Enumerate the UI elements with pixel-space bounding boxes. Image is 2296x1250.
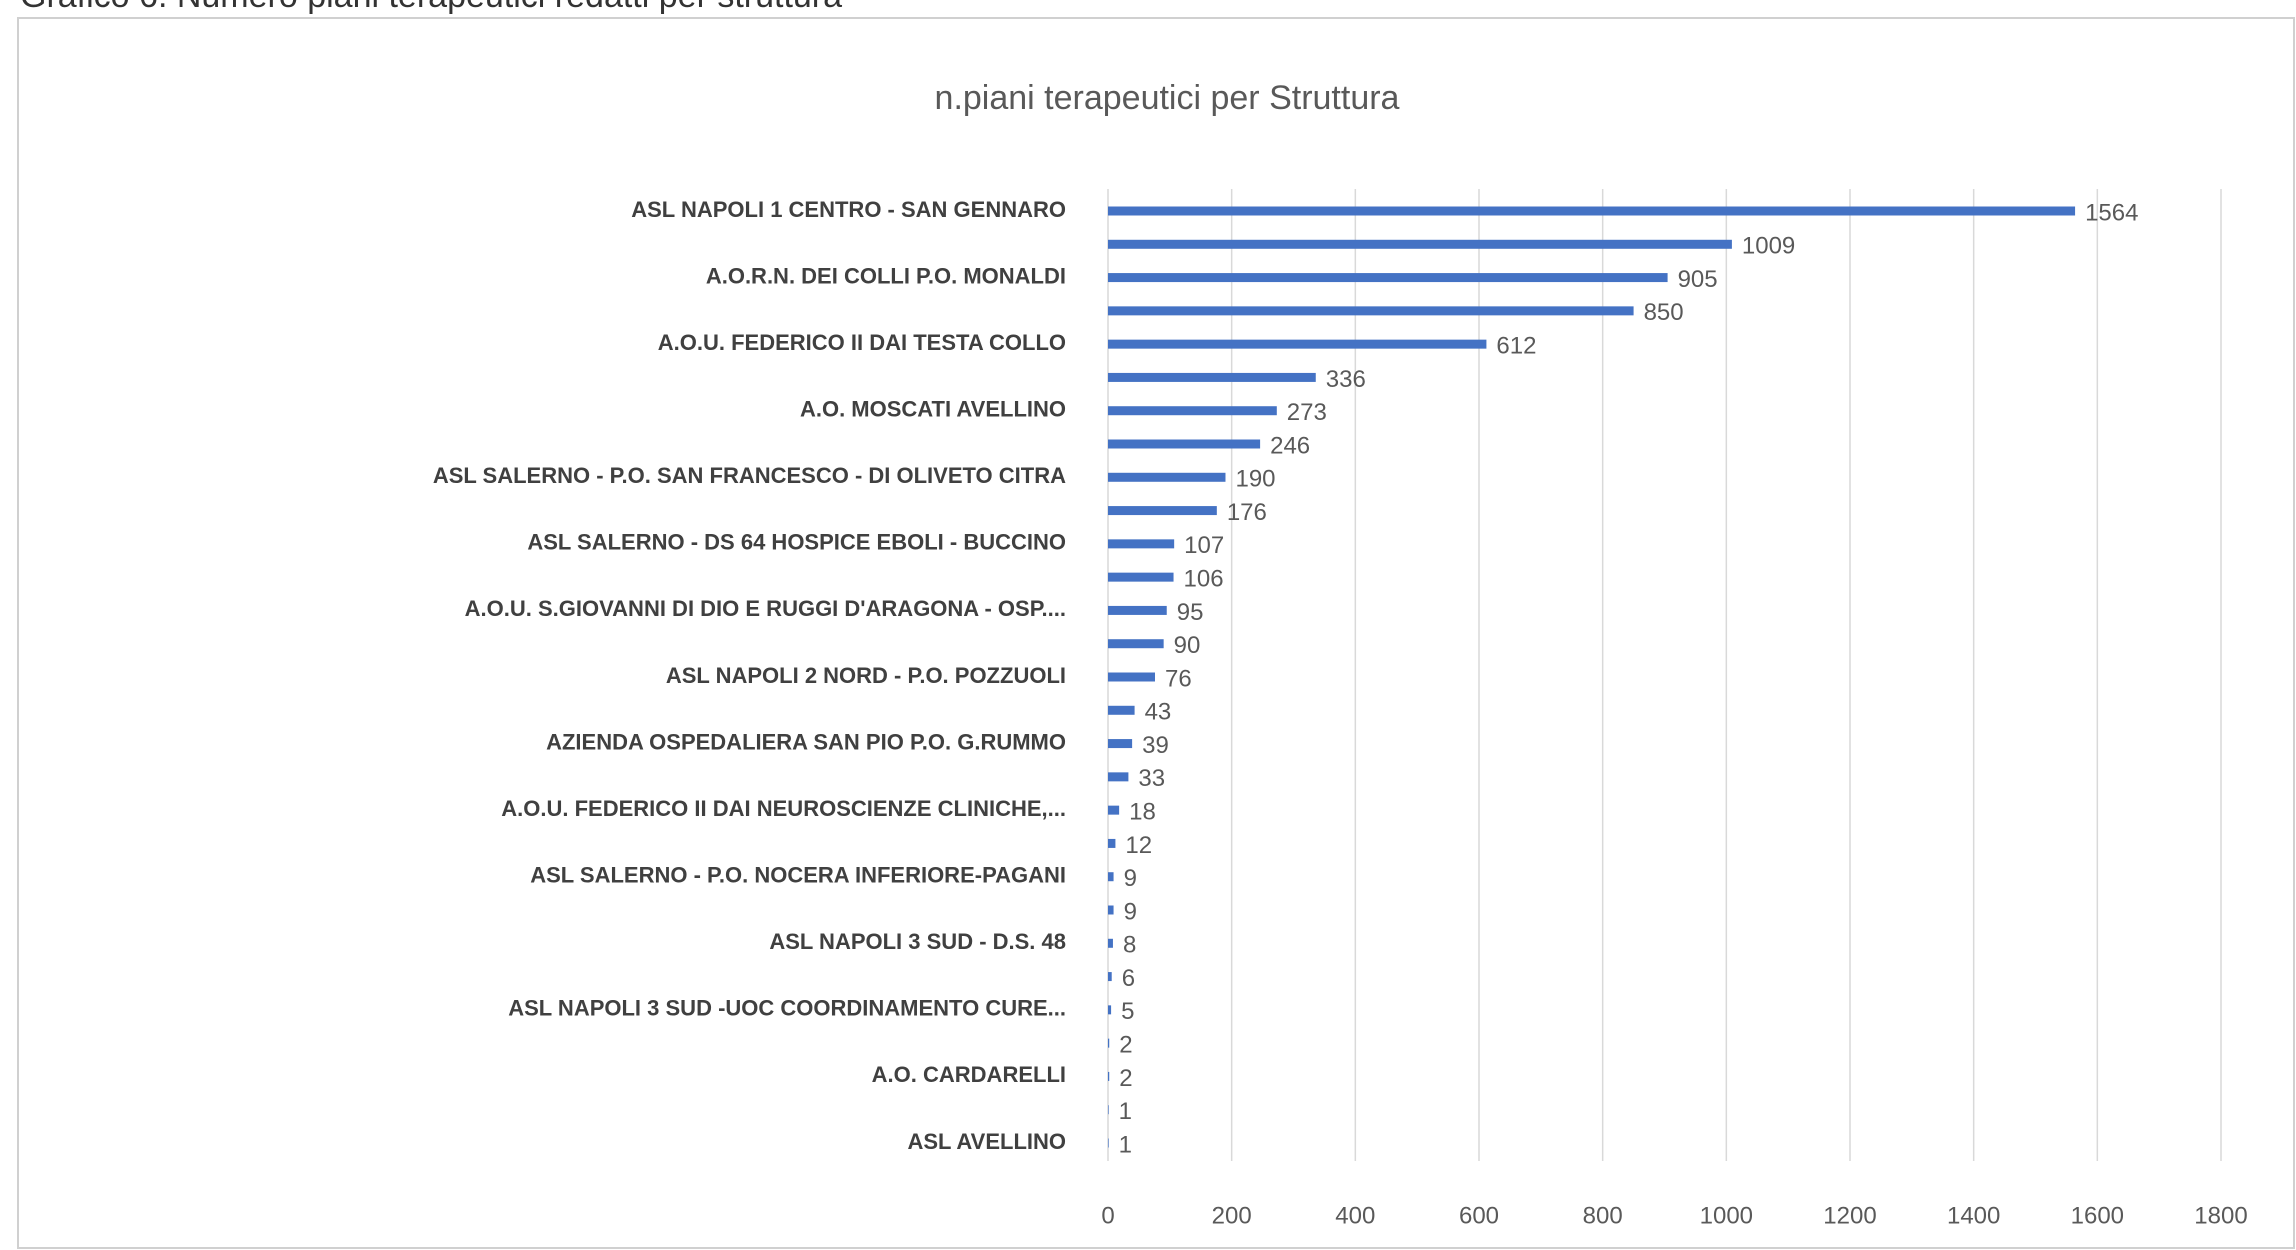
bar <box>1108 739 1133 749</box>
y-tick-label: ASL NAPOLI 3 SUD -UOC COORDINAMENTO CURE… <box>508 996 1066 1021</box>
x-tick-label: 1600 <box>2071 1202 2124 1229</box>
value-label: 9 <box>1124 898 1137 925</box>
value-label: 95 <box>1177 599 1204 626</box>
value-label: 1564 <box>2085 199 2138 226</box>
value-label: 6 <box>1122 965 1135 992</box>
bar <box>1108 838 1116 848</box>
bar <box>1108 872 1114 882</box>
value-label: 107 <box>1184 532 1224 559</box>
bar <box>1108 306 1634 316</box>
value-label: 5 <box>1121 998 1134 1025</box>
bar <box>1108 572 1174 582</box>
x-tick-label: 600 <box>1459 1202 1499 1229</box>
y-tick-label: A.O. MOSCATI AVELLINO <box>800 397 1066 422</box>
x-tick-label: 400 <box>1335 1202 1375 1229</box>
bar <box>1108 273 1668 283</box>
bar <box>1108 539 1175 549</box>
x-tick-label: 800 <box>1583 1202 1623 1229</box>
y-tick-label: A.O.R.N. DEI COLLI P.O. MONALDI <box>706 263 1066 288</box>
bar <box>1108 439 1261 449</box>
bar <box>1108 1071 1110 1081</box>
bar <box>1108 1138 1109 1148</box>
bar <box>1108 1105 1109 1115</box>
y-tick-label: ASL NAPOLI 1 CENTRO - SAN GENNARO <box>631 197 1066 222</box>
value-label: 39 <box>1142 732 1169 759</box>
bar <box>1108 705 1135 715</box>
value-label: 18 <box>1129 798 1156 825</box>
y-tick-label: A.O.U. S.GIOVANNI DI DIO E RUGGI D'ARAGO… <box>465 596 1066 621</box>
value-label: 1 <box>1119 1131 1132 1158</box>
value-label: 106 <box>1184 565 1224 592</box>
value-label: 190 <box>1235 466 1275 493</box>
value-label: 612 <box>1496 332 1536 359</box>
value-label: 2 <box>1119 1031 1132 1058</box>
value-label: 176 <box>1227 499 1267 526</box>
bar <box>1108 239 1732 249</box>
value-label: 2 <box>1119 1065 1132 1092</box>
y-tick-label: ASL SALERNO - P.O. NOCERA INFERIORE-PAGA… <box>530 863 1066 888</box>
y-tick-label: A.O.U. FEDERICO II DAI TESTA COLLO <box>658 330 1066 355</box>
bar <box>1108 472 1226 482</box>
value-label: 850 <box>1644 299 1684 326</box>
bar <box>1108 506 1217 516</box>
value-label: 336 <box>1326 366 1366 393</box>
bar <box>1108 1038 1110 1048</box>
value-label: 246 <box>1270 432 1310 459</box>
bar <box>1108 938 1113 948</box>
y-tick-label: ASL AVELLINO <box>908 1129 1067 1154</box>
bar <box>1108 805 1120 815</box>
value-label: 8 <box>1123 932 1136 959</box>
value-label: 76 <box>1165 665 1192 692</box>
bar <box>1108 639 1164 649</box>
bar <box>1108 206 2076 216</box>
value-label: 33 <box>1138 765 1165 792</box>
value-label: 90 <box>1174 632 1201 659</box>
bar <box>1108 372 1316 382</box>
value-label: 905 <box>1678 266 1718 293</box>
value-label: 43 <box>1145 699 1172 726</box>
x-tick-label: 1800 <box>2194 1202 2247 1229</box>
bar <box>1108 772 1129 782</box>
bar <box>1108 672 1155 682</box>
y-tick-label: A.O. CARDARELLI <box>872 1062 1066 1087</box>
y-tick-label: A.O.U. FEDERICO II DAI NEUROSCIENZE CLIN… <box>501 796 1066 821</box>
x-tick-label: 0 <box>1101 1202 1114 1229</box>
caption: Grafico 6. Numero piani terapeutici reda… <box>20 0 842 15</box>
value-label: 1009 <box>1742 233 1795 260</box>
y-tick-label: ASL NAPOLI 3 SUD - D.S. 48 <box>769 929 1066 954</box>
bar <box>1108 905 1114 915</box>
chart-frame <box>17 17 2295 1249</box>
y-tick-label: ASL SALERNO - DS 64 HOSPICE EBOLI - BUCC… <box>527 530 1066 555</box>
x-tick-label: 200 <box>1212 1202 1252 1229</box>
value-label: 12 <box>1125 832 1152 859</box>
bar <box>1108 972 1112 982</box>
value-label: 273 <box>1287 399 1327 426</box>
y-tick-label: ASL SALERNO - P.O. SAN FRANCESCO - DI OL… <box>433 463 1066 488</box>
y-tick-label: ASL NAPOLI 2 NORD - P.O. POZZUOLI <box>666 663 1066 688</box>
bar <box>1108 339 1487 349</box>
bar <box>1108 605 1167 615</box>
bar <box>1108 1005 1112 1015</box>
x-tick-label: 1000 <box>1700 1202 1753 1229</box>
x-tick-label: 1400 <box>1947 1202 2000 1229</box>
bar <box>1108 406 1277 416</box>
value-label: 1 <box>1119 1098 1132 1125</box>
chart-title: n.piani terapeutici per Struttura <box>935 79 1400 117</box>
y-tick-label: AZIENDA OSPEDALIERA SAN PIO P.O. G.RUMMO <box>546 729 1066 754</box>
x-tick-label: 1200 <box>1823 1202 1876 1229</box>
value-label: 9 <box>1124 865 1137 892</box>
